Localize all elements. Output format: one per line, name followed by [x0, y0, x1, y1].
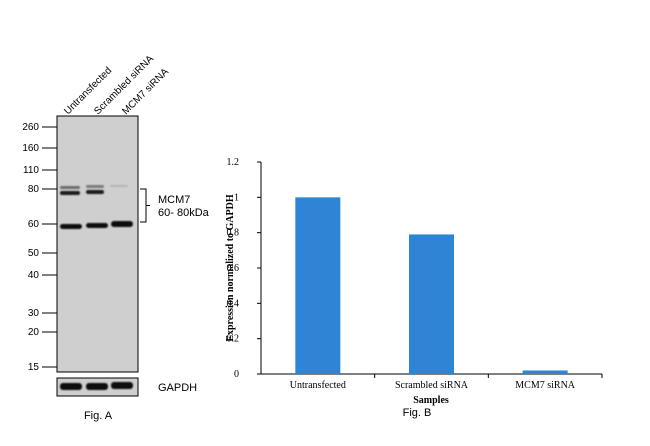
y-tick-label: 0.4 — [227, 298, 240, 309]
x-tick-label: Untransfected — [290, 380, 346, 391]
mw-marker-label: 80 — [28, 184, 40, 195]
x-axis-label: Samples — [413, 395, 449, 406]
western-blot-panel: Untransfected Scrambled siRNA MCM7 siRNA… — [22, 53, 209, 422]
mw-marker-label: 60 — [28, 219, 40, 230]
loading-control-label: GAPDH — [158, 382, 197, 394]
x-tick-label: Scrambled siRNA — [395, 380, 469, 391]
band-label-size: 60- 80kDa — [158, 207, 210, 219]
mw-marker-label: 20 — [28, 327, 40, 338]
gapdh-band — [60, 383, 82, 390]
band-mcm7-scrambled-upper — [86, 185, 104, 188]
y-axis-label: Expression normalized to GAPDH — [225, 194, 236, 342]
mw-marker-label: 30 — [28, 308, 40, 319]
gapdh-band — [86, 383, 108, 390]
y-tick-label: 0 — [234, 369, 239, 380]
mw-marker-label: 160 — [22, 143, 39, 154]
mw-marker-label: 40 — [28, 270, 40, 281]
band-mcm7-knockdown-faint — [110, 185, 128, 187]
y-tick-label: 0.6 — [227, 263, 240, 274]
mw-marker-label: 110 — [23, 165, 39, 176]
mw-marker-ladder: 260 160 110 80 60 50 40 30 20 15 — [22, 122, 57, 373]
bar — [522, 370, 568, 374]
band-mcm7-untransfected-upper — [60, 186, 80, 189]
y-tick-label: 1 — [234, 192, 239, 203]
band-bracket — [140, 188, 150, 223]
gapdh-band — [111, 382, 133, 389]
band-60-scrambled — [86, 223, 108, 228]
fig-b-caption: Fig. B — [403, 407, 432, 419]
bar — [409, 234, 454, 374]
mw-marker-label: 260 — [22, 122, 39, 133]
y-tick-label: 1.2 — [227, 157, 240, 168]
mw-marker-label: 15 — [28, 362, 40, 373]
band-60-mcm7 — [111, 221, 133, 227]
band-60-untransfected — [60, 224, 82, 229]
blot-membrane — [56, 115, 139, 373]
band-mcm7-untransfected — [60, 191, 80, 195]
y-tick-label: 0.2 — [227, 334, 240, 345]
mw-marker-label: 50 — [28, 248, 40, 259]
band-label-name: MCM7 — [158, 194, 190, 206]
band-mcm7-scrambled — [86, 190, 104, 194]
x-tick-label: MCM7 siRNA — [515, 380, 576, 391]
bar — [295, 197, 341, 374]
fig-a-caption: Fig. A — [84, 410, 113, 422]
bar-chart: 0 0.2 0.4 0.6 0.8 1 1.2 Untransfected Scrambled… — [225, 157, 603, 406]
y-tick-label: 0.8 — [227, 228, 240, 239]
